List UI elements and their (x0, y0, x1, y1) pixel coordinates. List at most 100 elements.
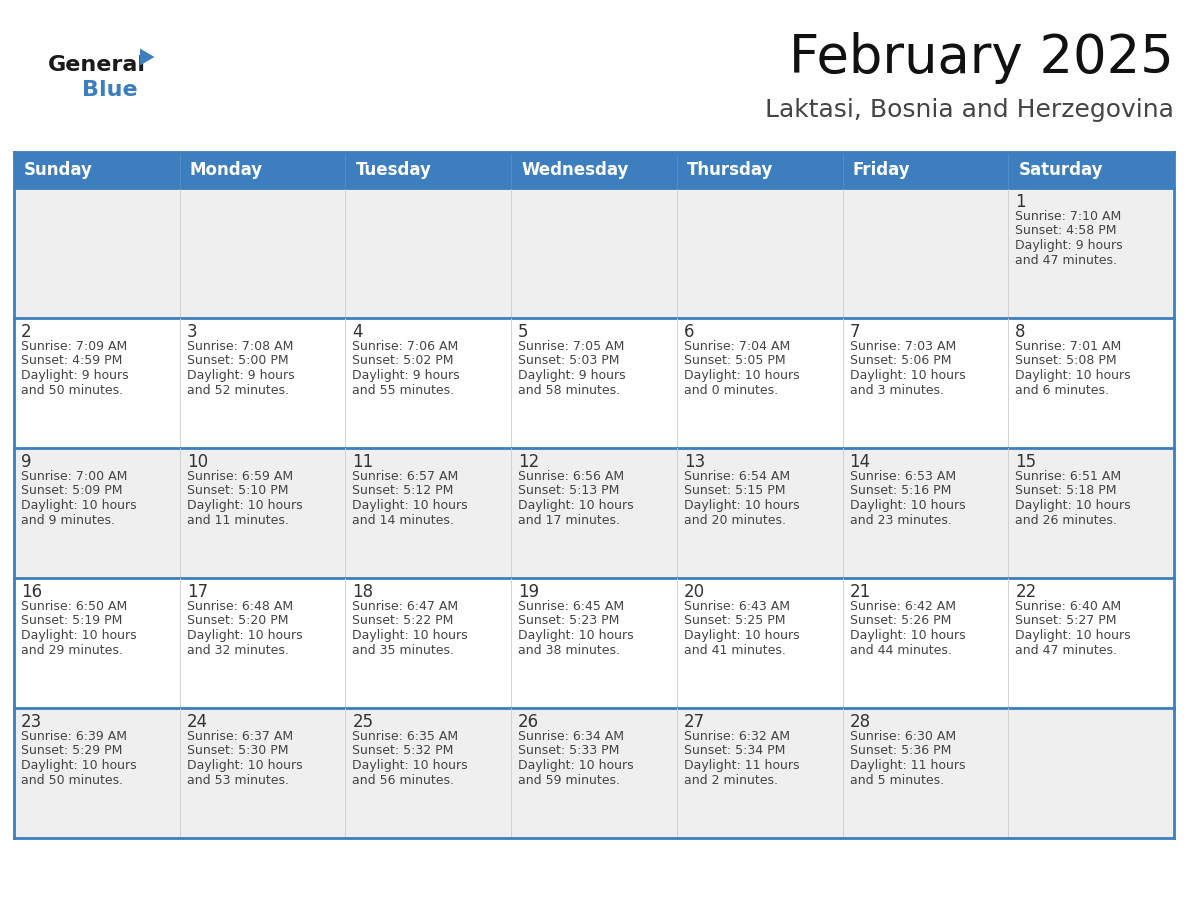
Text: 22: 22 (1016, 583, 1037, 601)
Text: 17: 17 (187, 583, 208, 601)
Text: Sunset: 5:10 PM: Sunset: 5:10 PM (187, 485, 289, 498)
Polygon shape (140, 49, 154, 65)
Text: 12: 12 (518, 453, 539, 471)
Text: 11: 11 (353, 453, 374, 471)
Text: Daylight: 10 hours: Daylight: 10 hours (1016, 630, 1131, 643)
Text: Sunrise: 6:40 AM: Sunrise: 6:40 AM (1016, 599, 1121, 612)
Text: Sunset: 5:09 PM: Sunset: 5:09 PM (21, 485, 122, 498)
Text: Sunset: 5:30 PM: Sunset: 5:30 PM (187, 744, 289, 757)
Text: and 53 minutes.: and 53 minutes. (187, 775, 289, 788)
Text: Sunset: 5:36 PM: Sunset: 5:36 PM (849, 744, 950, 757)
Bar (14, 708, 1174, 838)
Text: Tuesday: Tuesday (355, 161, 431, 179)
Text: Daylight: 10 hours: Daylight: 10 hours (353, 759, 468, 773)
Text: Sunset: 5:18 PM: Sunset: 5:18 PM (1016, 485, 1117, 498)
Text: Sunset: 5:22 PM: Sunset: 5:22 PM (353, 614, 454, 628)
Text: Daylight: 10 hours: Daylight: 10 hours (518, 759, 633, 773)
Text: Sunset: 4:58 PM: Sunset: 4:58 PM (1016, 225, 1117, 238)
Text: and 9 minutes.: and 9 minutes. (21, 514, 115, 528)
Text: Sunset: 5:03 PM: Sunset: 5:03 PM (518, 354, 620, 367)
Text: Sunrise: 6:56 AM: Sunrise: 6:56 AM (518, 469, 624, 483)
Text: Sunrise: 6:39 AM: Sunrise: 6:39 AM (21, 730, 127, 743)
Text: Daylight: 11 hours: Daylight: 11 hours (849, 759, 965, 773)
Text: Daylight: 10 hours: Daylight: 10 hours (21, 630, 137, 643)
Text: 27: 27 (684, 713, 704, 731)
Text: Sunrise: 6:54 AM: Sunrise: 6:54 AM (684, 469, 790, 483)
Text: Sunrise: 6:50 AM: Sunrise: 6:50 AM (21, 599, 127, 612)
Text: Daylight: 10 hours: Daylight: 10 hours (187, 630, 302, 643)
Text: Sunset: 5:25 PM: Sunset: 5:25 PM (684, 614, 785, 628)
Text: Sunset: 5:05 PM: Sunset: 5:05 PM (684, 354, 785, 367)
Bar (677, 152, 842, 188)
Text: and 50 minutes.: and 50 minutes. (21, 775, 124, 788)
Text: 26: 26 (518, 713, 539, 731)
Bar (511, 152, 677, 188)
Text: and 41 minutes.: and 41 minutes. (684, 644, 785, 657)
Text: Wednesday: Wednesday (522, 161, 628, 179)
Text: Sunrise: 7:03 AM: Sunrise: 7:03 AM (849, 340, 956, 353)
Text: Thursday: Thursday (687, 161, 773, 179)
Text: and 58 minutes.: and 58 minutes. (518, 385, 620, 397)
Text: Sunset: 5:13 PM: Sunset: 5:13 PM (518, 485, 619, 498)
Text: and 6 minutes.: and 6 minutes. (1016, 385, 1110, 397)
Text: General: General (48, 55, 146, 75)
Text: 13: 13 (684, 453, 706, 471)
Text: Sunrise: 6:59 AM: Sunrise: 6:59 AM (187, 469, 292, 483)
Text: and 52 minutes.: and 52 minutes. (187, 385, 289, 397)
Text: Daylight: 10 hours: Daylight: 10 hours (1016, 499, 1131, 512)
Text: 16: 16 (21, 583, 42, 601)
Bar (14, 578, 1174, 708)
Text: 5: 5 (518, 323, 529, 341)
Text: and 5 minutes.: and 5 minutes. (849, 775, 943, 788)
Text: Sunset: 5:32 PM: Sunset: 5:32 PM (353, 744, 454, 757)
Text: Daylight: 10 hours: Daylight: 10 hours (187, 759, 302, 773)
Text: and 17 minutes.: and 17 minutes. (518, 514, 620, 528)
Text: Daylight: 9 hours: Daylight: 9 hours (518, 370, 626, 383)
Text: Sunrise: 6:43 AM: Sunrise: 6:43 AM (684, 599, 790, 612)
Text: Sunrise: 7:10 AM: Sunrise: 7:10 AM (1016, 209, 1121, 222)
Bar (842, 152, 1009, 188)
Text: 28: 28 (849, 713, 871, 731)
Text: Sunset: 5:26 PM: Sunset: 5:26 PM (849, 614, 950, 628)
Text: 19: 19 (518, 583, 539, 601)
Text: Daylight: 10 hours: Daylight: 10 hours (684, 370, 800, 383)
Text: Sunset: 5:06 PM: Sunset: 5:06 PM (849, 354, 952, 367)
Text: Sunrise: 7:09 AM: Sunrise: 7:09 AM (21, 340, 127, 353)
Text: Sunrise: 7:08 AM: Sunrise: 7:08 AM (187, 340, 293, 353)
Text: Sunset: 5:16 PM: Sunset: 5:16 PM (849, 485, 950, 498)
Text: 10: 10 (187, 453, 208, 471)
Text: and 32 minutes.: and 32 minutes. (187, 644, 289, 657)
Text: 3: 3 (187, 323, 197, 341)
Text: Sunset: 5:12 PM: Sunset: 5:12 PM (353, 485, 454, 498)
Text: Sunset: 5:00 PM: Sunset: 5:00 PM (187, 354, 289, 367)
Text: Sunset: 5:02 PM: Sunset: 5:02 PM (353, 354, 454, 367)
Text: Daylight: 10 hours: Daylight: 10 hours (849, 370, 965, 383)
Text: 6: 6 (684, 323, 694, 341)
Text: 23: 23 (21, 713, 43, 731)
Text: 18: 18 (353, 583, 373, 601)
Text: Daylight: 10 hours: Daylight: 10 hours (21, 499, 137, 512)
Text: and 55 minutes.: and 55 minutes. (353, 385, 455, 397)
Text: Sunrise: 6:37 AM: Sunrise: 6:37 AM (187, 730, 292, 743)
Text: Daylight: 10 hours: Daylight: 10 hours (849, 499, 965, 512)
Text: and 44 minutes.: and 44 minutes. (849, 644, 952, 657)
Text: Sunset: 4:59 PM: Sunset: 4:59 PM (21, 354, 122, 367)
Text: Sunrise: 6:51 AM: Sunrise: 6:51 AM (1016, 469, 1121, 483)
Text: and 3 minutes.: and 3 minutes. (849, 385, 943, 397)
Text: 7: 7 (849, 323, 860, 341)
Text: Sunset: 5:20 PM: Sunset: 5:20 PM (187, 614, 289, 628)
Bar (14, 152, 1174, 838)
Bar (14, 448, 1174, 578)
Bar (14, 318, 1174, 448)
Text: 24: 24 (187, 713, 208, 731)
Text: Sunrise: 6:48 AM: Sunrise: 6:48 AM (187, 599, 292, 612)
Text: Sunset: 5:19 PM: Sunset: 5:19 PM (21, 614, 122, 628)
Text: Sunset: 5:33 PM: Sunset: 5:33 PM (518, 744, 619, 757)
Bar (14, 152, 179, 188)
Text: Daylight: 10 hours: Daylight: 10 hours (353, 499, 468, 512)
Text: Sunrise: 7:06 AM: Sunrise: 7:06 AM (353, 340, 459, 353)
Text: Daylight: 10 hours: Daylight: 10 hours (187, 499, 302, 512)
Text: and 35 minutes.: and 35 minutes. (353, 644, 455, 657)
Text: Sunday: Sunday (24, 161, 93, 179)
Text: Daylight: 10 hours: Daylight: 10 hours (684, 499, 800, 512)
